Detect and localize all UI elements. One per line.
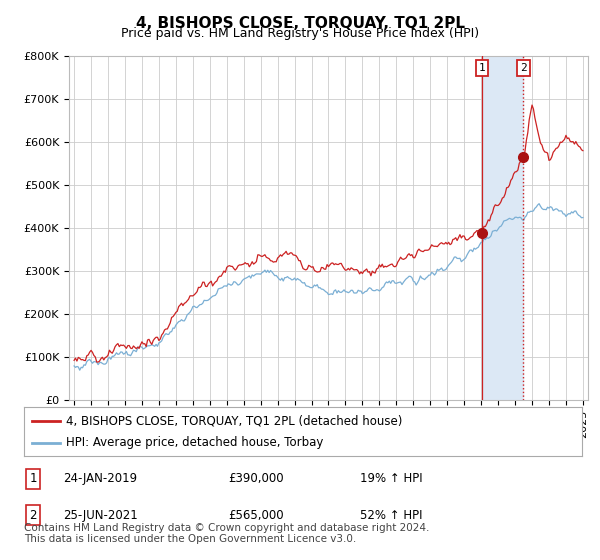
- Text: 24-JAN-2019: 24-JAN-2019: [63, 472, 137, 486]
- Text: 52% ↑ HPI: 52% ↑ HPI: [360, 508, 422, 522]
- Text: Contains HM Land Registry data © Crown copyright and database right 2024.
This d: Contains HM Land Registry data © Crown c…: [24, 522, 430, 544]
- Text: 2: 2: [29, 508, 37, 522]
- Text: HPI: Average price, detached house, Torbay: HPI: Average price, detached house, Torb…: [66, 436, 323, 449]
- Text: 1: 1: [29, 472, 37, 486]
- Text: 1: 1: [479, 63, 486, 73]
- Bar: [482, 56, 523, 400]
- Text: Price paid vs. HM Land Registry's House Price Index (HPI): Price paid vs. HM Land Registry's House …: [121, 27, 479, 40]
- Text: £565,000: £565,000: [228, 508, 284, 522]
- Text: 4, BISHOPS CLOSE, TORQUAY, TQ1 2PL: 4, BISHOPS CLOSE, TORQUAY, TQ1 2PL: [136, 16, 464, 31]
- Text: 19% ↑ HPI: 19% ↑ HPI: [360, 472, 422, 486]
- Text: 2: 2: [520, 63, 527, 73]
- Text: 25-JUN-2021: 25-JUN-2021: [63, 508, 138, 522]
- Text: £390,000: £390,000: [228, 472, 284, 486]
- Text: 4, BISHOPS CLOSE, TORQUAY, TQ1 2PL (detached house): 4, BISHOPS CLOSE, TORQUAY, TQ1 2PL (deta…: [66, 414, 402, 427]
